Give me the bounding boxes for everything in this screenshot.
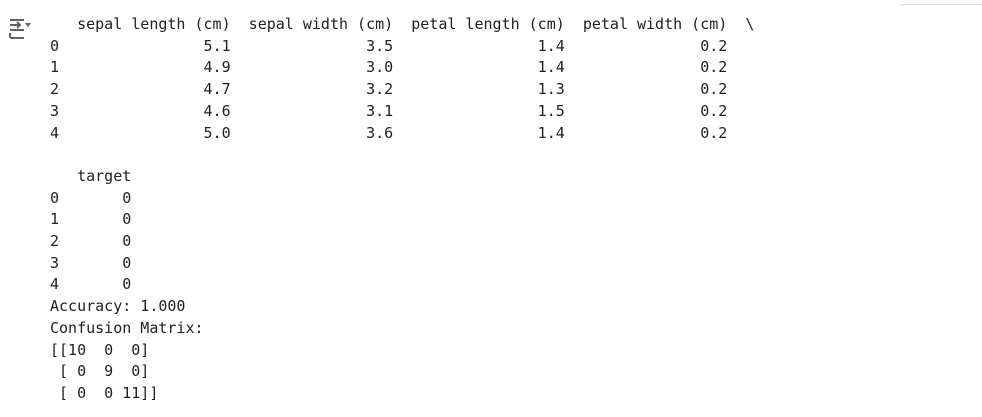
- cell-output-text: sepal length (cm) sepal width (cm) petal…: [50, 14, 754, 405]
- confusion-matrix-row-0: [[10 0 0]: [50, 340, 150, 359]
- output-line-row-2: 2 4.7 3.2 1.3 0.2: [50, 80, 728, 99]
- output-line-row-4: 4 5.0 3.6 1.4 0.2: [50, 123, 728, 142]
- output-line-header-1: sepal length (cm) sepal width (cm) petal…: [50, 15, 755, 33]
- output-line-header-2: target: [50, 166, 132, 185]
- top-divider: [900, 4, 982, 5]
- output-menu-icon[interactable]: [6, 14, 34, 42]
- output-line-target-1: 1 0: [50, 210, 132, 229]
- output-line-row-1: 1 4.9 3.0 1.4 0.2: [50, 58, 728, 77]
- output-menu-icon-svg: [9, 19, 31, 39]
- confusion-matrix-row-2: [ 0 0 11]]: [50, 383, 159, 402]
- output-line-blank: ​: [50, 144, 754, 166]
- output-line-row-0: 0 5.1 3.5 1.4 0.2: [50, 36, 728, 55]
- output-line-target-3: 3 0: [50, 253, 132, 272]
- confusion-matrix-label: Confusion Matrix:: [50, 318, 204, 337]
- output-line-target-0: 0 0: [50, 188, 132, 207]
- output-line-target-2: 2 0: [50, 232, 132, 251]
- confusion-matrix-row-1: [ 0 9 0]: [50, 362, 150, 381]
- output-line-target-4: 4 0: [50, 275, 132, 294]
- output-line-row-3: 3 4.6 3.1 1.5 0.2: [50, 101, 728, 120]
- accuracy-line: Accuracy: 1.000: [50, 297, 186, 316]
